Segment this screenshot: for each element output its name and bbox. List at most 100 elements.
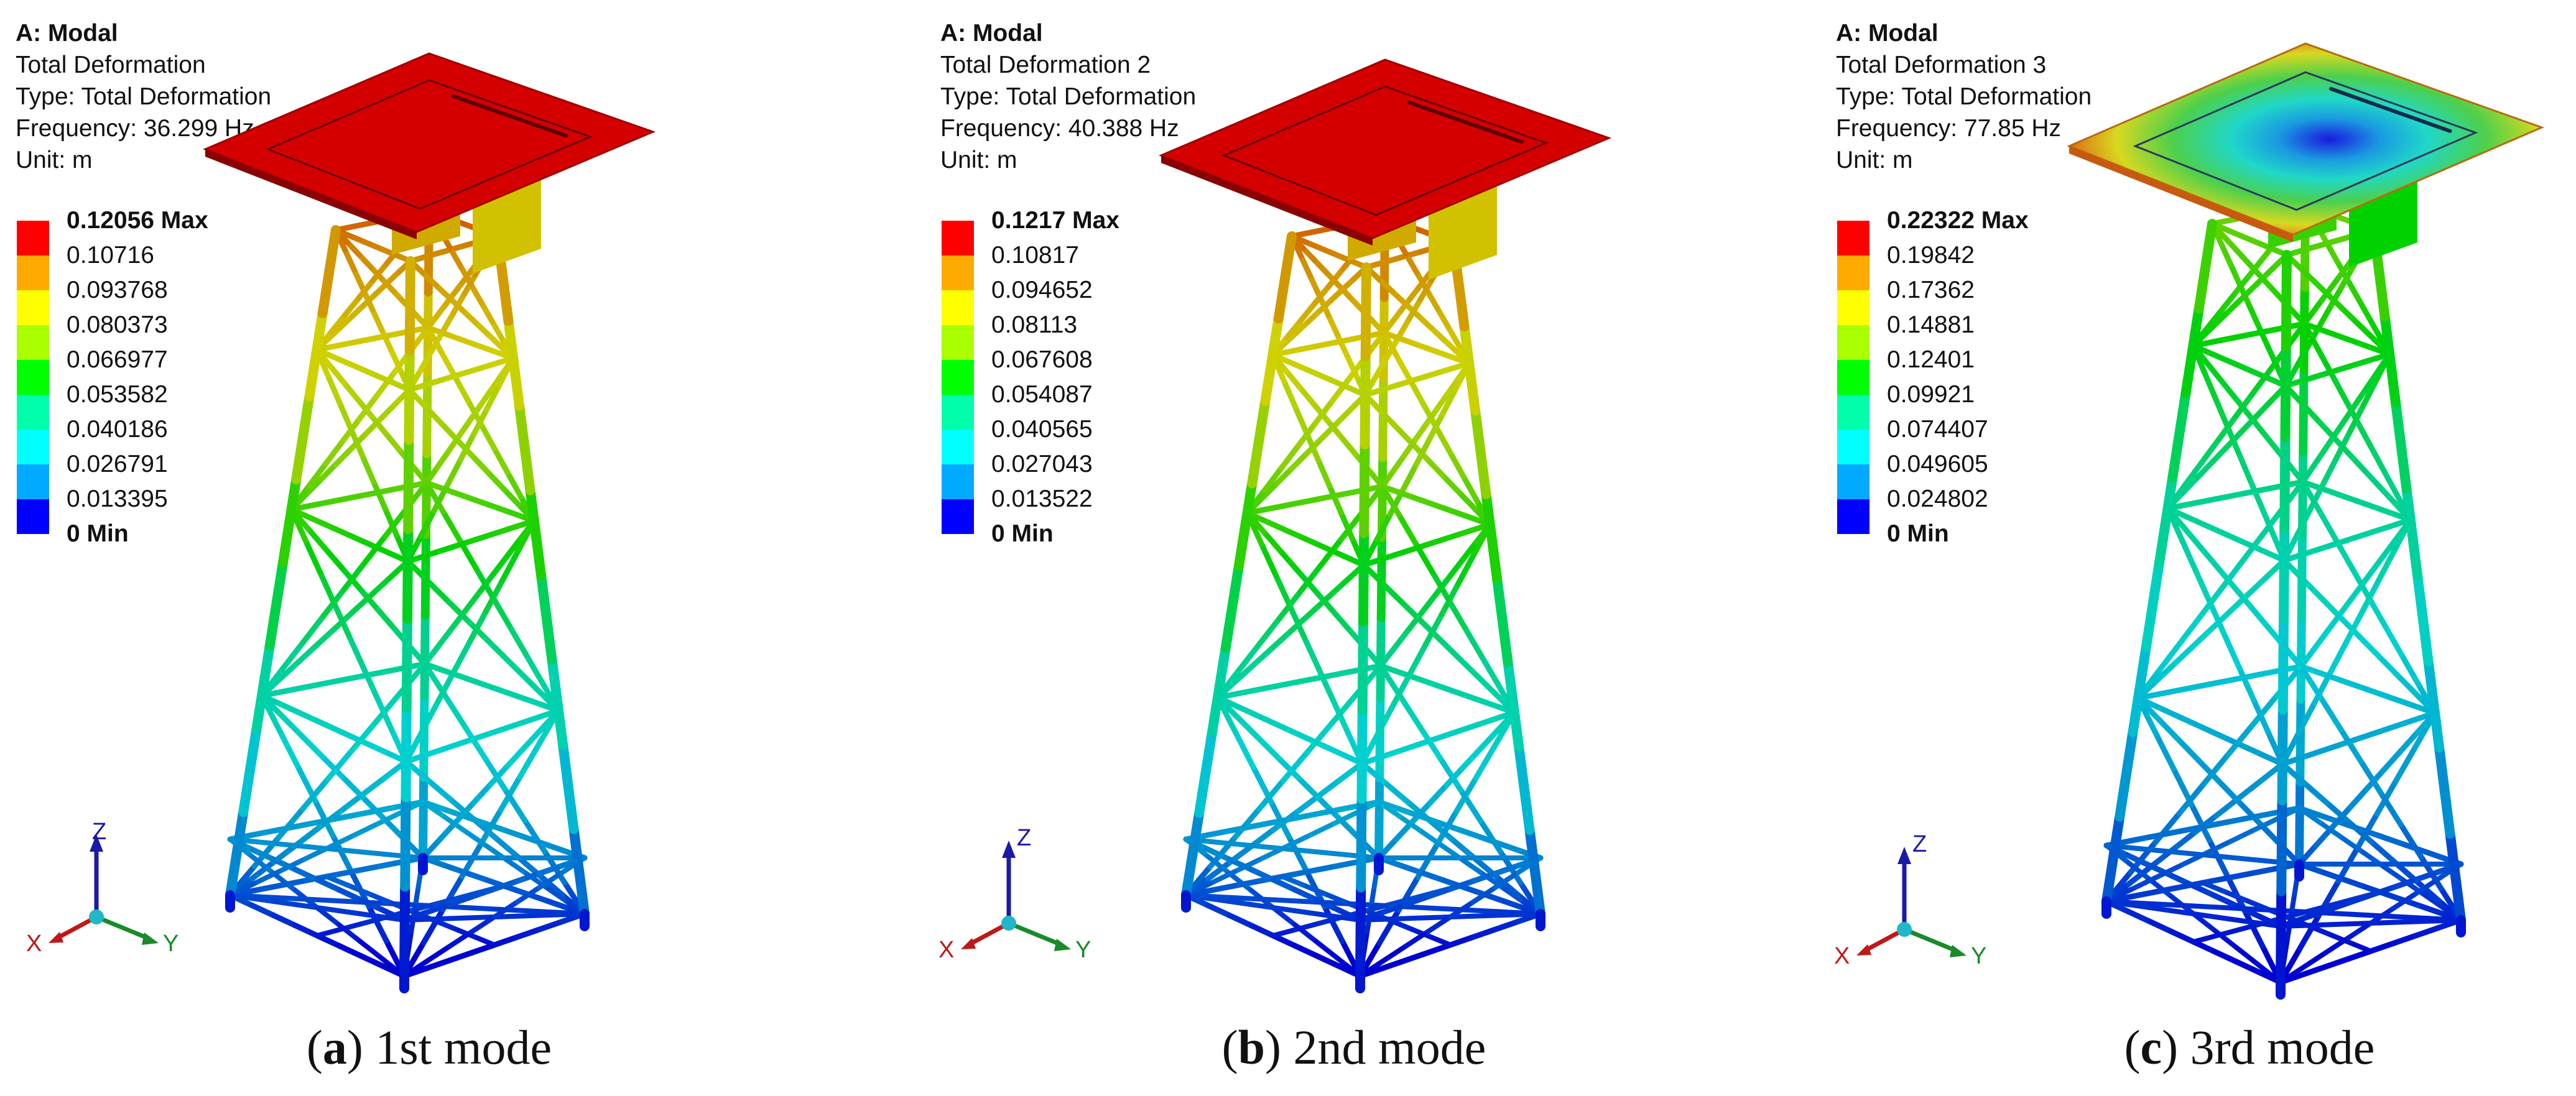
tower-brace bbox=[2301, 321, 2321, 351]
tower-horizontal bbox=[1226, 913, 1254, 929]
legend-tick-label: 0.12401 bbox=[1887, 346, 1975, 373]
legend-swatch bbox=[1837, 290, 1869, 325]
legend-swatch bbox=[942, 221, 974, 256]
tower-brace bbox=[1277, 548, 1300, 573]
tower-brace bbox=[1373, 354, 1391, 379]
base-frame bbox=[1248, 867, 1276, 883]
x-axis-label: X bbox=[938, 937, 954, 963]
tower-brace bbox=[1284, 318, 1304, 341]
base-brace bbox=[2292, 876, 2300, 896]
tower-brace bbox=[293, 826, 321, 848]
tower-brace bbox=[2322, 431, 2338, 453]
caption-text: 3rd mode bbox=[2190, 1020, 2375, 1074]
tower-leg bbox=[2128, 642, 2151, 737]
legend-tick-label: 0.040186 bbox=[67, 416, 168, 443]
tower-brace bbox=[2194, 459, 2215, 481]
tower-brace bbox=[1493, 873, 1521, 898]
tower-brace bbox=[277, 659, 302, 682]
base-frame bbox=[1279, 813, 1310, 824]
tower-leg bbox=[304, 308, 328, 402]
tower-brace bbox=[2198, 545, 2221, 571]
tower-brace bbox=[1443, 764, 1466, 788]
base-frame-brace bbox=[2176, 850, 2205, 857]
tower-leg bbox=[2391, 397, 2412, 494]
tower-leg bbox=[2434, 742, 2455, 839]
tower-brace bbox=[372, 603, 394, 629]
tower-brace bbox=[1333, 407, 1353, 428]
tower-brace bbox=[1281, 378, 1299, 410]
tower-brace bbox=[1381, 329, 1401, 360]
tower-horizontal bbox=[1261, 504, 1284, 513]
tower-horizontal bbox=[1402, 950, 1431, 964]
tower-leg bbox=[2194, 219, 2217, 314]
legend-swatch bbox=[17, 221, 49, 256]
tower-brace bbox=[2267, 283, 2284, 302]
tower-leg bbox=[1376, 533, 1386, 622]
base-frame-brace bbox=[358, 911, 385, 919]
tower-brace bbox=[2152, 810, 2182, 845]
tower-brace bbox=[2204, 308, 2225, 331]
tower-leg bbox=[1358, 528, 1369, 627]
tower-brace bbox=[1397, 694, 1424, 731]
base-frame-brace bbox=[2224, 829, 2254, 846]
deck-slot bbox=[1407, 100, 1524, 144]
tower-brace bbox=[1318, 536, 1345, 569]
tower-brace bbox=[517, 670, 543, 695]
base-frame bbox=[2317, 812, 2343, 825]
y-axis-arrow bbox=[1950, 945, 1967, 957]
tower-brace bbox=[1393, 424, 1415, 446]
tower-brace bbox=[1412, 422, 1429, 443]
tower-brace bbox=[355, 584, 378, 609]
tower-brace bbox=[2209, 444, 2230, 466]
base-frame-brace bbox=[372, 850, 402, 859]
base-frame-brace bbox=[1271, 905, 1297, 913]
base-brace bbox=[2200, 880, 2226, 894]
tower-brace bbox=[1460, 539, 1480, 563]
tower-brace bbox=[1440, 472, 1462, 495]
panel-mode-2: A: Modal Total Deformation 2 Type: Total… bbox=[925, 0, 1783, 1096]
base-frame-brace bbox=[249, 896, 276, 904]
base-frame bbox=[1477, 834, 1503, 847]
tower-brace bbox=[2365, 314, 2382, 339]
tower-brace bbox=[1401, 437, 1418, 459]
tower-horizontal bbox=[1454, 722, 1480, 735]
tower-brace bbox=[379, 327, 394, 353]
base-frame-brace bbox=[1417, 827, 1442, 847]
tower-brace bbox=[331, 601, 352, 638]
tower-brace bbox=[276, 806, 306, 840]
tower-brace bbox=[2315, 305, 2333, 331]
base-frame-brace bbox=[2297, 806, 2322, 825]
tower-brace bbox=[2253, 398, 2274, 420]
tower-horizontal bbox=[2212, 949, 2240, 965]
tower-brace bbox=[368, 575, 392, 598]
legend-swatch bbox=[942, 290, 974, 325]
tower-horizontal bbox=[348, 864, 378, 875]
tower-brace bbox=[1287, 604, 1308, 642]
tower-brace bbox=[484, 380, 503, 412]
tower-horizontal bbox=[358, 953, 386, 969]
tower-horizontal bbox=[441, 739, 466, 752]
tower-leg bbox=[1356, 705, 1368, 804]
deck-slot bbox=[451, 94, 568, 138]
tower-brace bbox=[1434, 426, 1453, 456]
tower-brace bbox=[1279, 443, 1302, 471]
tower-brace bbox=[382, 430, 402, 453]
tower-horizontal bbox=[2171, 712, 2195, 726]
tower-brace bbox=[1273, 573, 1294, 610]
tower-brace bbox=[300, 613, 327, 645]
tower-brace bbox=[2203, 360, 2223, 383]
tower-brace bbox=[522, 726, 545, 750]
base-brace bbox=[315, 927, 343, 938]
tower-brace bbox=[502, 786, 528, 823]
tower-brace bbox=[1295, 775, 1322, 801]
tower-horizontal bbox=[489, 684, 511, 696]
tower-brace bbox=[2381, 467, 2400, 499]
tower-brace bbox=[476, 571, 496, 596]
tower-horizontal bbox=[1312, 494, 1335, 503]
base-brace bbox=[1371, 870, 1379, 890]
tower-brace bbox=[2343, 609, 2366, 645]
base-frame-brace bbox=[1396, 813, 1422, 832]
legend-swatch bbox=[17, 290, 49, 325]
tower-brace bbox=[2194, 569, 2214, 607]
tower-horizontal bbox=[1428, 680, 1450, 692]
